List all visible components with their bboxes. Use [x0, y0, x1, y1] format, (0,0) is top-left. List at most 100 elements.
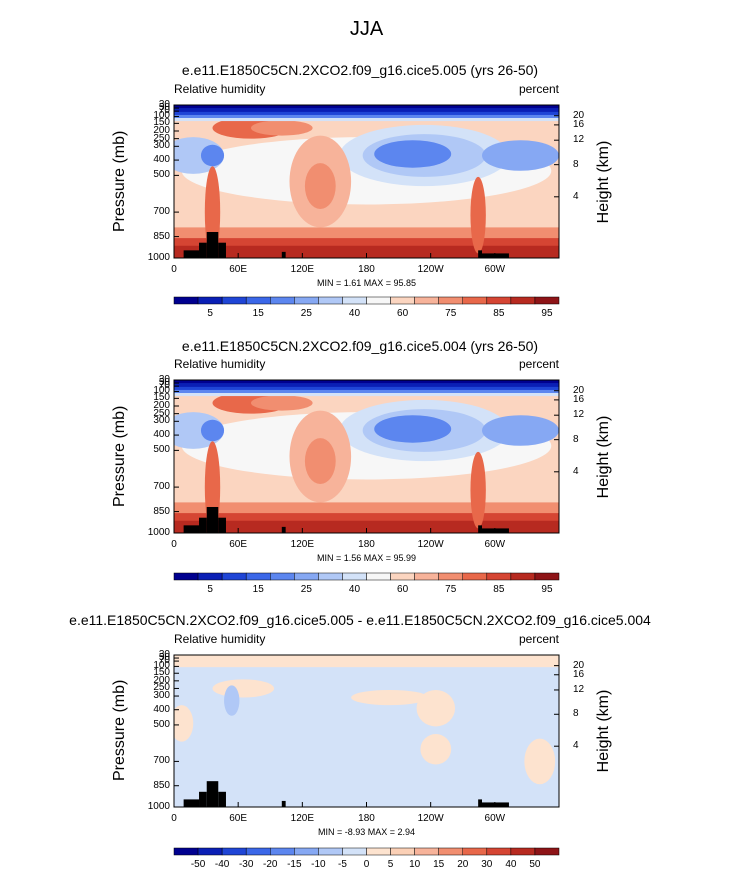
field-moist-plume	[470, 451, 486, 529]
pressure-tick-label: 700	[153, 481, 170, 493]
units-label: percent	[518, 82, 559, 96]
y-axis-right-title: Height (km)	[595, 415, 612, 498]
pressure-tick-label: 100	[153, 660, 170, 672]
field-stratosphere-band	[174, 393, 559, 397]
x-tick-label: 60E	[229, 813, 248, 824]
colorbar-swatch	[197, 296, 223, 305]
colorbar-swatch	[245, 847, 271, 856]
colorbar-swatch	[270, 847, 295, 856]
topography-bar	[183, 250, 200, 258]
colorbar-swatch	[510, 296, 536, 305]
pressure-tick-label: 50	[158, 102, 170, 114]
colorbar-swatch	[534, 296, 560, 305]
pressure-tick-label: 30	[158, 649, 170, 660]
colorbar-swatch	[245, 572, 271, 581]
x-tick-label: 60E	[229, 264, 248, 275]
x-tick-label: 60E	[229, 539, 248, 550]
topography-bar	[281, 251, 286, 258]
field-dry-region	[482, 415, 559, 446]
topography-bar	[199, 517, 207, 533]
y-axis-title: Pressure (mb)	[111, 405, 128, 507]
field-dry-region	[482, 140, 559, 171]
pressure-tick-label: 850	[153, 779, 170, 791]
topography-bar	[478, 250, 482, 258]
pressure-tick-label: 30	[158, 374, 170, 385]
colorbar-swatch	[318, 572, 343, 581]
colorbar-swatch	[438, 572, 463, 581]
colorbar-swatch	[438, 296, 463, 305]
height-tick-label: 16	[573, 668, 585, 680]
panel-title: e.e11.E1850C5CN.2XCO2.f09_g16.cice5.005 …	[69, 612, 651, 628]
colorbar-swatch	[390, 847, 415, 856]
panel-1	[173, 104, 560, 305]
topography-bar	[218, 791, 226, 807]
pressure-tick-label: 700	[153, 206, 170, 218]
height-tick-label: 20	[573, 109, 585, 121]
field-dry-core	[200, 419, 225, 442]
field-moist-plume	[470, 176, 486, 254]
pressure-tick-label: 400	[153, 154, 170, 166]
colorbar-swatch	[366, 847, 391, 856]
height-tick-label: 12	[573, 683, 585, 695]
field-dry-core	[374, 415, 452, 443]
height-tick-label: 16	[573, 118, 585, 130]
variable-label: Relative humidity	[174, 357, 266, 371]
field	[174, 655, 559, 807]
x-tick-label: 180	[358, 539, 375, 550]
colorbar-swatch	[342, 296, 367, 305]
units-label: percent	[518, 632, 559, 646]
colorbar-label: 15	[252, 584, 264, 595]
colorbar-swatch	[486, 847, 512, 856]
pressure-tick-label: 200	[153, 400, 170, 411]
colorbar-label: -5	[337, 859, 347, 870]
colorbar-swatch	[486, 296, 512, 305]
colorbar-swatch	[414, 296, 439, 305]
x-tick-label: 180	[358, 813, 375, 824]
field-boundary-layer	[174, 245, 559, 258]
field-stratosphere-band	[174, 114, 559, 119]
colorbar-swatch	[173, 572, 199, 581]
variable-label: Relative humidity	[174, 632, 266, 646]
pressure-tick-label: 300	[153, 140, 170, 152]
colorbar-swatch	[197, 572, 223, 581]
colorbar-swatch	[294, 847, 319, 856]
pressure-tick-label: 300	[153, 415, 170, 427]
x-tick-label: 120W	[417, 813, 444, 824]
topography-bar	[478, 525, 482, 533]
pressure-tick-label: 50	[158, 652, 170, 664]
topography-bar	[218, 242, 226, 258]
colorbar-label: 20	[457, 859, 469, 870]
colorbar-label: 60	[397, 584, 409, 595]
colorbar-label: 15	[433, 859, 445, 870]
x-tick-label: 120E	[290, 264, 314, 275]
colorbar-swatch	[342, 572, 367, 581]
units-label: percent	[518, 357, 559, 371]
topography-bar	[281, 526, 286, 533]
field-stratosphere-band	[174, 383, 559, 390]
field-positive-patch	[212, 679, 275, 698]
colorbar-label: 85	[493, 584, 505, 595]
height-tick-label: 4	[573, 740, 579, 752]
pressure-tick-label: 700	[153, 755, 170, 767]
pressure-tick-label: 850	[153, 230, 170, 242]
colorbar-swatch	[221, 296, 247, 305]
pressure-tick-label: 500	[153, 718, 170, 730]
colorbar-swatch	[462, 296, 488, 305]
colorbar-swatch	[414, 572, 439, 581]
colorbar-swatch	[366, 572, 391, 581]
height-tick-label: 8	[573, 708, 579, 720]
height-tick-label: 4	[573, 465, 579, 477]
colorbar-swatch	[173, 296, 199, 305]
height-tick-label: 8	[573, 433, 579, 445]
pressure-tick-label: 50	[158, 377, 170, 389]
pressure-tick-label: 300	[153, 690, 170, 702]
field-background	[174, 655, 559, 807]
x-tick-label: 0	[171, 813, 177, 824]
pressure-tick-label: 200	[153, 125, 170, 136]
colorbar-swatch	[510, 572, 536, 581]
colorbar-swatch	[534, 847, 560, 856]
figure-title: JJA	[349, 18, 384, 40]
colorbar-label: 0	[363, 859, 370, 870]
y-axis-right-title: Height (km)	[595, 689, 612, 773]
colorbar-swatch	[294, 572, 319, 581]
